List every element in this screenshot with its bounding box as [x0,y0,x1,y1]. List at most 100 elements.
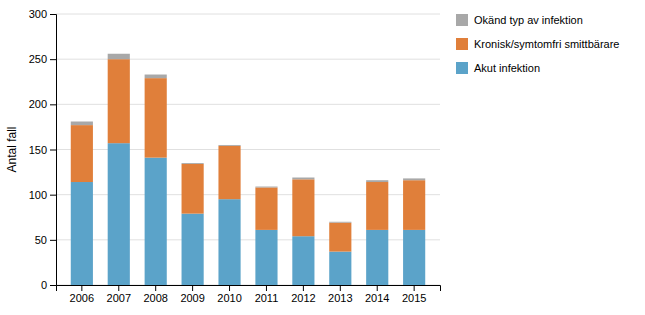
bar [108,143,130,285]
x-tick: 2014 [365,285,389,304]
x-tick-mark [340,285,341,291]
x-tick-label: 2011 [255,292,279,304]
x-tick-label: 2009 [180,292,204,304]
x-tick-label: 2015 [402,292,426,304]
x-tick: 2006 [70,285,94,304]
bar [366,230,388,285]
y-tick-label: 50 [35,234,47,246]
x-tick: 2009 [180,285,204,304]
bar [329,221,351,223]
legend-label: Akut infektion [474,62,540,74]
y-tick-label: 250 [29,53,47,65]
x-tick-mark [229,285,230,291]
y-axis-title: Antal fall [5,126,19,172]
y-tick: 100 [29,189,56,201]
bar [292,178,314,180]
bar [329,223,351,252]
bar [255,230,277,285]
legend-swatch [456,38,468,50]
legend-item: Okänd typ av infektion [456,14,583,26]
y-tick-mark [50,14,56,15]
x-tick-label: 2012 [291,292,315,304]
y-tick-mark [50,240,56,241]
y-tick-mark [50,150,56,151]
bar-series [71,59,425,251]
legend-item: Kronisk/symtomfri smittbärare [456,38,619,50]
bar [255,187,277,229]
bar-series [71,54,425,223]
y-tick-label: 300 [29,8,47,20]
bar [145,75,167,79]
y-tick: 250 [29,53,56,65]
y-tick-label: 100 [29,189,47,201]
legend-label: Kronisk/symtomfri smittbärare [474,38,619,50]
bar [255,186,277,188]
legend-swatch [456,14,468,26]
bars [71,54,425,285]
chart: 2006 2007 2008 2009 2010 2011 2012 2013 2014 2015… [0,0,645,315]
x-tick-label: 2008 [143,292,167,304]
y-tick-mark [50,195,56,196]
bar [182,214,204,285]
grid-line [56,14,440,15]
legend-item: Akut infektion [456,62,540,74]
plot: 2006 2007 2008 2009 2010 2011 2012 2013 2014 2015… [29,8,441,304]
legend: Okänd typ av infektion Kronisk/symtomfri … [456,14,619,74]
bar [292,236,314,285]
x-tick-mark [377,285,378,291]
x-tick: 2008 [143,285,167,304]
x-tick: 2013 [328,285,352,304]
bar [403,230,425,285]
y-tick-label: 150 [29,144,47,156]
x-tick-mark [81,285,82,291]
grid [56,14,440,285]
bar [145,78,167,157]
bar [403,180,425,230]
bar [145,158,167,285]
y-axis-line [50,15,57,286]
x-tick: 2007 [107,285,131,304]
y-tick-mark [50,285,56,286]
bar [182,164,204,214]
bar [366,182,388,230]
x-axis: 2006 2007 2008 2009 2010 2011 2012 2013 2014 2015 [57,285,441,304]
y-tick-label: 0 [41,279,47,291]
bar [218,146,240,199]
bar [71,125,93,182]
x-tick-mark [414,285,415,291]
x-tick-label: 2006 [70,292,94,304]
x-tick: 2010 [217,285,241,304]
bar [403,178,425,180]
bar [108,54,130,59]
x-tick-mark [266,285,267,291]
x-tick-mark [118,285,119,291]
bar [218,144,240,146]
x-tick-mark [192,285,193,291]
y-tick: 50 [35,234,56,246]
x-tick-label: 2010 [217,292,241,304]
legend-label: Okänd typ av infektion [474,14,583,26]
x-axis-line [57,286,441,292]
bar-series [71,143,425,285]
y-tick-label: 200 [29,98,47,110]
bar [218,199,240,285]
x-tick-mark [303,285,304,291]
bar [71,182,93,285]
y-tick-mark [50,59,56,60]
legend-swatch [456,62,468,74]
y-axis: 0 50 100 150 200 250 300 [29,8,57,291]
bar [366,180,388,182]
x-tick-label: 2014 [365,292,389,304]
x-tick: 2015 [402,285,426,304]
bar [182,163,204,165]
x-tick: 2011 [255,285,279,304]
bar [71,121,93,125]
x-tick-label: 2007 [107,292,131,304]
bar [108,59,130,143]
y-tick: 300 [29,8,56,20]
y-tick: 0 [41,279,56,291]
x-tick-mark [155,285,156,291]
y-tick: 200 [29,98,56,110]
x-tick-label: 2013 [328,292,352,304]
bar [329,252,351,285]
